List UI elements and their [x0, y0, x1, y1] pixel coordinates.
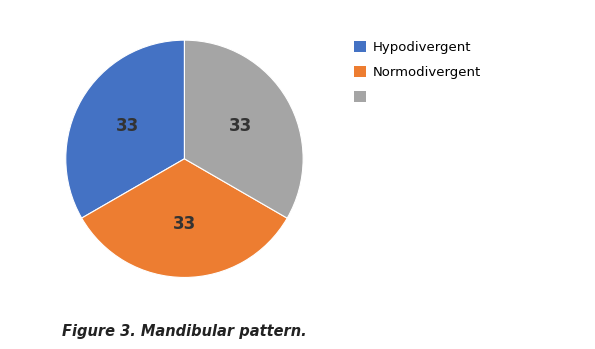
Wedge shape	[66, 40, 184, 218]
Text: 33: 33	[229, 117, 253, 135]
Legend: Hypodivergent, Normodivergent, : Hypodivergent, Normodivergent,	[354, 41, 481, 104]
Wedge shape	[184, 40, 303, 218]
Wedge shape	[82, 159, 287, 277]
Text: Figure 3. Mandibular pattern.: Figure 3. Mandibular pattern.	[62, 324, 307, 339]
Text: 33: 33	[173, 215, 196, 233]
Text: 33: 33	[116, 117, 140, 135]
